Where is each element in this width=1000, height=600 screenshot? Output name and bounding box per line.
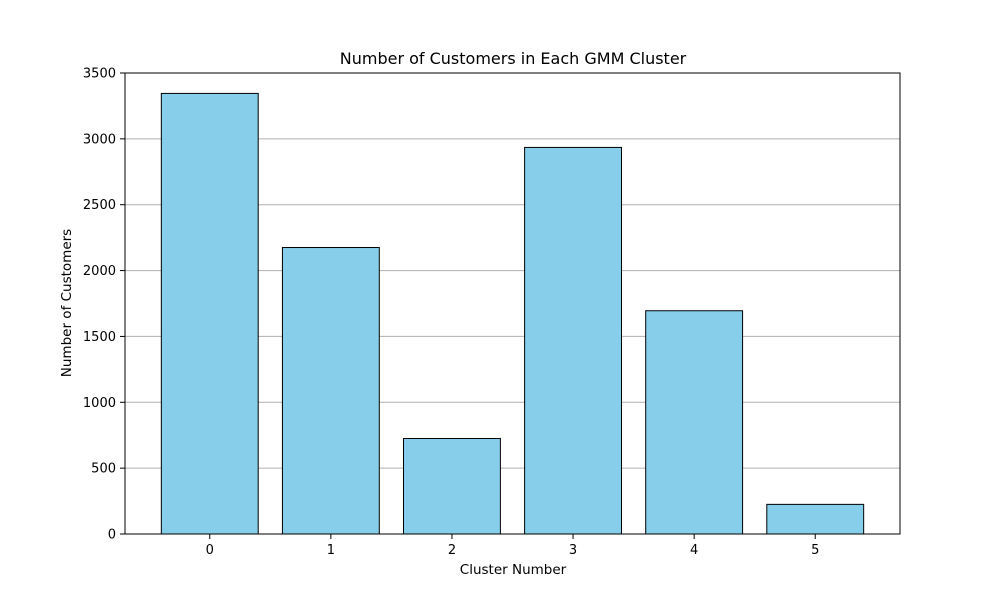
bar-cluster-1 (281, 247, 380, 535)
bar-cluster-0 (160, 92, 259, 535)
y-axis-ticks: 0 500 1000 1500 2000 2500 3000 3500 (83, 67, 125, 543)
y-tick-label: 3500 (83, 67, 116, 82)
plot-frame (124, 72, 901, 535)
bar-cluster-3 (524, 146, 622, 535)
y-axis-title: Number of Customers (59, 229, 75, 377)
y-tick-label: 1000 (83, 396, 116, 411)
x-tick-label: 1 (327, 543, 335, 558)
x-tick-label: 3 (569, 543, 577, 558)
x-axis-title: Cluster Number (460, 562, 567, 578)
x-tick-label: 5 (811, 543, 819, 558)
x-tick-label: 0 (206, 543, 214, 558)
y-tick-label: 2500 (83, 198, 116, 213)
y-tick-label: 500 (91, 462, 116, 477)
y-tick-label: 2000 (83, 264, 116, 279)
bar-layer (160, 92, 865, 535)
bar-cluster-5 (766, 503, 865, 535)
x-axis-ticks: 0 1 2 3 4 5 (206, 534, 819, 558)
x-tick-label: 2 (448, 543, 456, 558)
bar-cluster-4 (645, 310, 744, 535)
y-tick-label: 3000 (83, 132, 116, 147)
y-tick-label: 0 (108, 528, 116, 543)
bar-cluster-2 (403, 438, 501, 535)
chart-title: Number of Customers in Each GMM Cluster (340, 49, 687, 68)
y-tick-label: 1500 (83, 330, 116, 345)
x-tick-label: 4 (690, 543, 698, 558)
